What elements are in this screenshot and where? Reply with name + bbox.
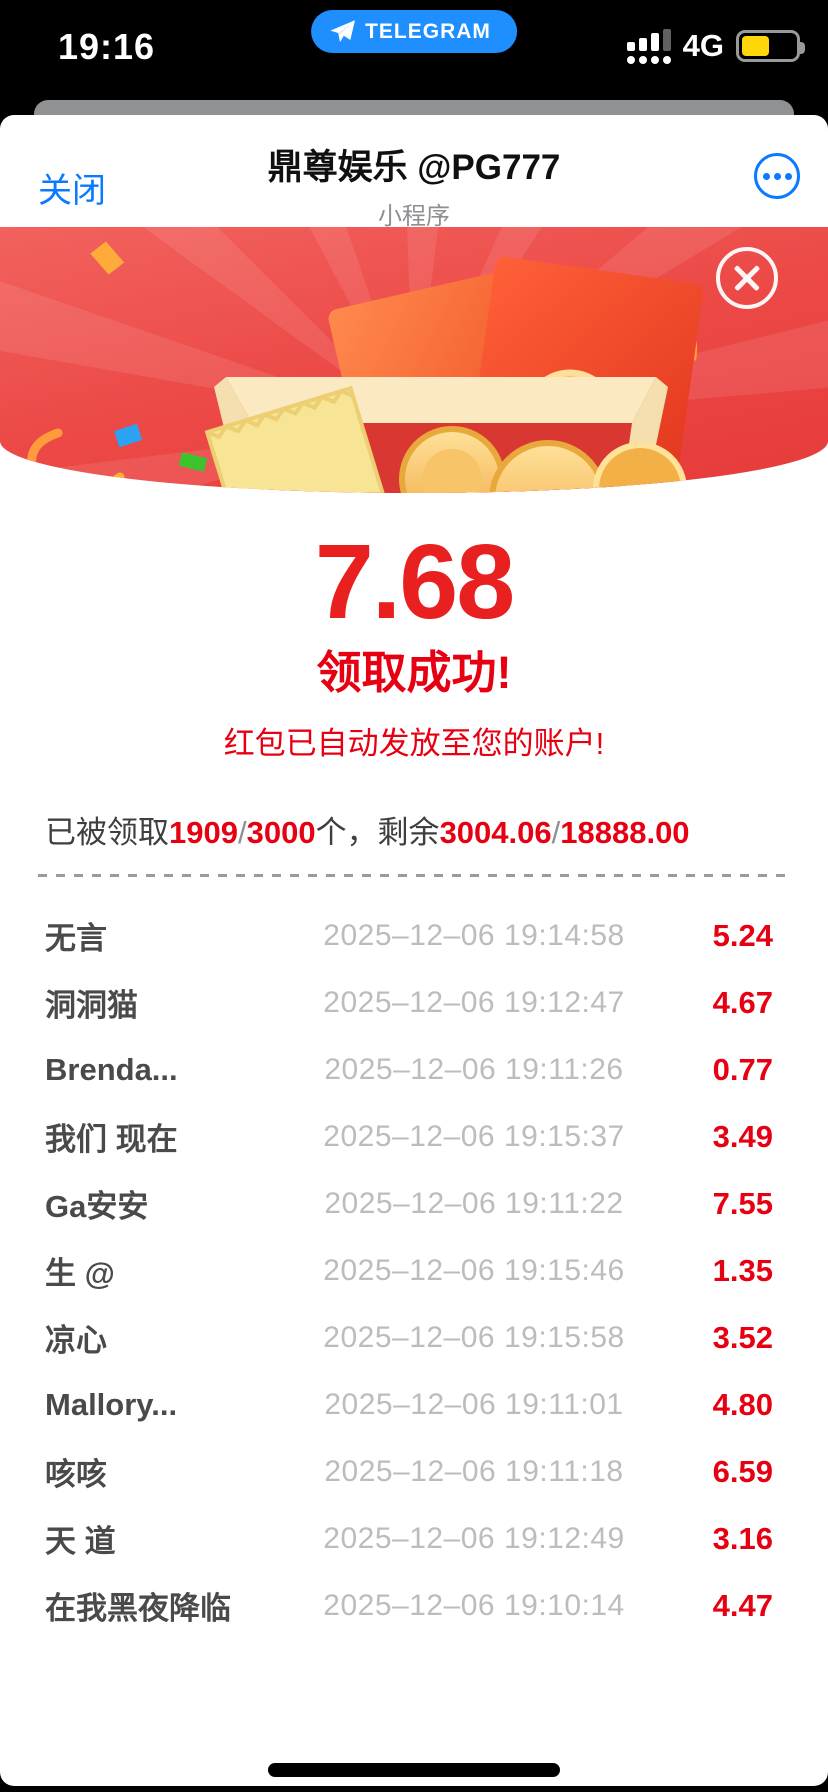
- stats-total-amount: 18888.00: [560, 814, 690, 850]
- red-envelope-illustration: [27, 241, 704, 493]
- close-miniapp-button[interactable]: 关闭: [38, 163, 106, 212]
- claim-row: 凉心 2025–12–06 19:15:58 3.52: [45, 1319, 773, 1359]
- banner-close-icon[interactable]: [716, 247, 778, 309]
- claim-row: 天 道 2025–12–06 19:12:49 3.16: [45, 1520, 773, 1560]
- stats-claimed-count: 1909: [169, 814, 238, 850]
- telegram-banner-pill[interactable]: TELEGRAM: [311, 10, 517, 53]
- miniapp-subtitle: 小程序: [378, 203, 450, 230]
- claim-row: Ga安安 2025–12–06 19:11:22 7.55: [45, 1185, 773, 1225]
- stats-total-count: 3000: [246, 814, 316, 850]
- paper-plane-icon: [330, 20, 355, 43]
- home-indicator[interactable]: [268, 1763, 560, 1777]
- status-bar: 19:16 TELEGRAM 4G: [0, 0, 828, 100]
- battery-icon: [736, 30, 805, 62]
- cellular-signal-icon: [626, 28, 671, 64]
- redpacket-banner: [0, 227, 828, 493]
- claim-row: 咳咳 2025–12–06 19:11:18 6.59: [45, 1453, 773, 1493]
- claim-row: 无言 2025–12–06 19:14:58 5.24: [45, 917, 773, 957]
- redpacket-stats: 已被领取1909/3000个，剩余3004.06/18888.00: [45, 814, 690, 850]
- stats-middle-label: 个，剩余: [315, 814, 440, 850]
- miniapp-title: 鼎尊娱乐 @PG777: [267, 148, 561, 187]
- stats-remaining-amount: 3004.06: [439, 814, 552, 850]
- network-type-label: 4G: [682, 28, 724, 63]
- claims-list: 无言 2025–12–06 19:14:58 5.24 洞洞猫 2025–12–…: [0, 902, 828, 1639]
- claim-success-title: 领取成功!: [316, 647, 512, 698]
- claim-row: 我们 现在 2025–12–06 19:15:37 3.49: [45, 1118, 773, 1158]
- mini-app-sheet: 关闭 鼎尊娱乐 @PG777 小程序: [0, 115, 828, 1786]
- mini-app-header: 关闭 鼎尊娱乐 @PG777 小程序: [0, 115, 828, 230]
- status-time: 19:16: [58, 26, 156, 67]
- stats-claimed-label: 已被领取: [45, 814, 169, 850]
- dashed-divider: [38, 874, 790, 878]
- claim-success-subtitle: 红包已自动发放至您的账户!: [223, 725, 605, 761]
- claim-row: Mallory... 2025–12–06 19:11:01 4.80: [45, 1386, 773, 1422]
- more-options-button[interactable]: [754, 153, 800, 199]
- telegram-banner-label: TELEGRAM: [365, 19, 491, 43]
- claim-row: 洞洞猫 2025–12–06 19:12:47 4.67: [45, 984, 773, 1024]
- status-right-cluster: 4G: [626, 28, 805, 64]
- claim-row: 在我黑夜降临 2025–12–06 19:10:14 4.47: [45, 1587, 773, 1627]
- claimed-amount: 7.68: [314, 523, 515, 641]
- claim-row: Brenda... 2025–12–06 19:11:26 0.77: [45, 1051, 773, 1087]
- claim-row: 生 @ 2025–12–06 19:15:46 1.35: [45, 1252, 773, 1292]
- battery-tip: [800, 42, 805, 54]
- ellipsis-icon: [762, 172, 770, 180]
- battery-fill: [742, 36, 770, 56]
